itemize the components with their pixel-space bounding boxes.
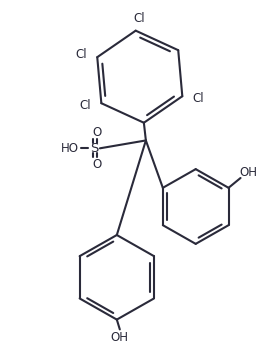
Text: Cl: Cl	[75, 48, 87, 61]
Text: Cl: Cl	[80, 99, 91, 112]
Text: O: O	[92, 126, 102, 139]
Text: Cl: Cl	[192, 92, 204, 105]
Text: S: S	[90, 142, 98, 155]
Text: O: O	[92, 158, 102, 171]
Text: Cl: Cl	[133, 12, 145, 25]
Text: OH: OH	[111, 331, 129, 344]
Text: OH: OH	[239, 165, 257, 179]
Text: HO: HO	[61, 142, 79, 155]
